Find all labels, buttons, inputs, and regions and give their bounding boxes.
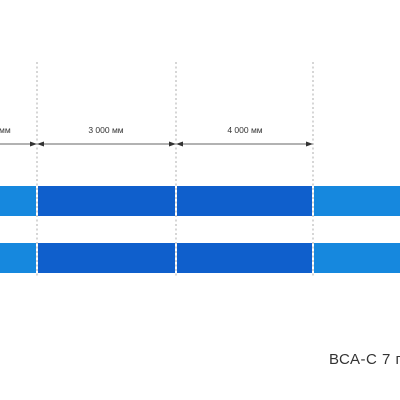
- dimension-label-left: мм: [0, 125, 11, 135]
- dimension-right: [176, 141, 313, 147]
- dimension-left: [0, 141, 37, 147]
- segment-light-left: [0, 186, 36, 216]
- segment-dark: [177, 186, 312, 216]
- segment-dark: [38, 186, 175, 216]
- segment-light-right: [314, 186, 400, 216]
- product-caption: ВСА-С 7 г: [329, 351, 400, 368]
- segment-dark: [38, 243, 175, 273]
- segment-light-right: [314, 243, 400, 273]
- dimension-label-right: 4 000 мм: [227, 125, 262, 135]
- stripe-bottom: [0, 243, 400, 273]
- dimension-middle: [37, 141, 176, 147]
- stripe-top: [0, 186, 400, 216]
- segment-light-left: [0, 243, 36, 273]
- dimension-label-middle: 3 000 мм: [88, 125, 123, 135]
- segment-dark: [177, 243, 312, 273]
